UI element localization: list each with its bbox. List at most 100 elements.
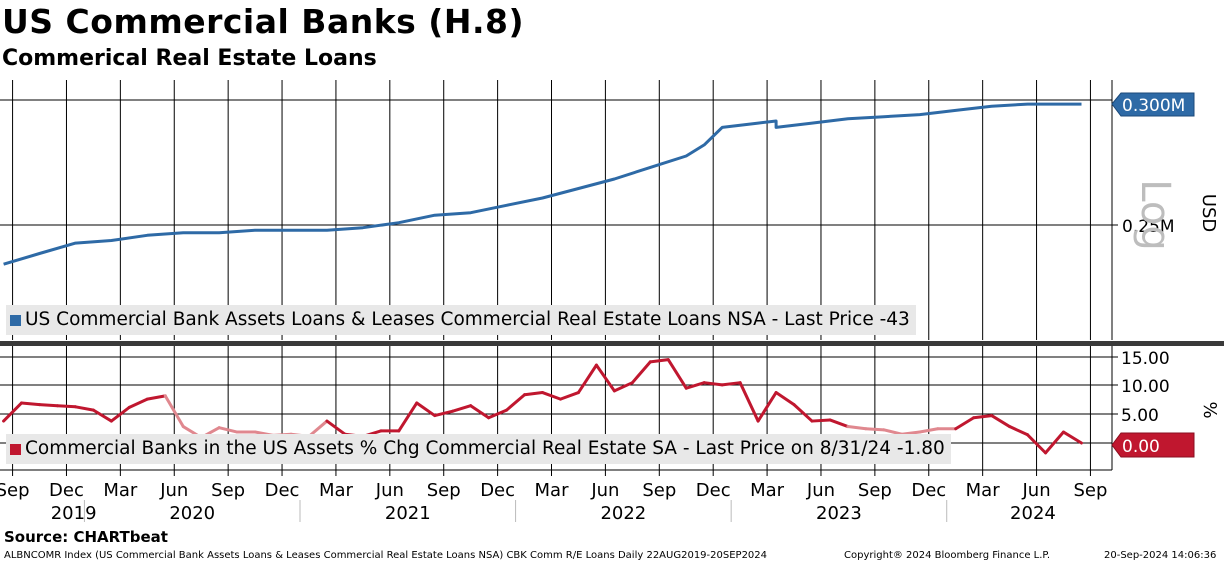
x-year-label: 2021 [385, 503, 431, 524]
lower-series-segment [38, 403, 59, 408]
upper-axis-unit: USD [1198, 194, 1219, 232]
lower-series-segment [702, 381, 724, 387]
x-month-label: Mar [966, 480, 1001, 501]
lower-series-segment [630, 360, 652, 385]
log-scale-watermark: Log [1132, 179, 1178, 250]
lower-series-segment [756, 391, 778, 423]
lower-series-segment [20, 401, 42, 407]
lower-series-segment [576, 363, 598, 395]
lower-series-segment [109, 405, 131, 423]
x-month-label: Dec [696, 480, 731, 501]
footer-index-info: ALBNCOMR Index (US Commercial Bank Asset… [4, 550, 768, 561]
x-month-label: Sep [858, 480, 892, 501]
x-month-label: Mar [535, 480, 570, 501]
lower-series-segment [433, 409, 455, 418]
lower-series-segment [792, 403, 814, 423]
x-month-label: Dec [911, 480, 946, 501]
x-month-label: Dec [265, 480, 300, 501]
lower-series-segment [163, 394, 185, 429]
x-month-label: Sep [0, 480, 30, 501]
footer-copyright: Copyright® 2024 Bloomberg Finance L.P. [844, 550, 1051, 561]
upper-last-value-label: 0.300M [1122, 96, 1185, 116]
lower-series-segment [505, 393, 527, 412]
lower-legend-label: Commercial Banks in the US Assets % Chg … [25, 438, 945, 459]
lower-series-segment [1008, 425, 1030, 437]
lower-series-segment [774, 391, 796, 407]
lower-series-segment [720, 381, 742, 387]
x-month-label: Dec [49, 480, 84, 501]
x-month-label: Jun [1021, 480, 1050, 501]
lower-series-segment [882, 428, 904, 436]
lower-last-value-label: 0.00 [1122, 437, 1160, 457]
x-year-label: 2019 [51, 503, 97, 524]
x-month-label: Dec [480, 480, 515, 501]
x-year-label: 2023 [816, 503, 862, 524]
x-year-label: 2020 [169, 503, 215, 524]
lower-series-segment [325, 419, 347, 436]
x-month-label: Jun [375, 480, 404, 501]
lower-series-segment [523, 391, 545, 397]
lower-series-segment [91, 408, 113, 423]
x-month-label: Jun [159, 480, 188, 501]
chart-title: US Commercial Banks (H.8) [2, 2, 525, 41]
lower-series-segment [397, 401, 419, 433]
source-label: Source: CHARTbeat [4, 528, 168, 546]
lower-series-segment [541, 391, 562, 401]
lower-ytick-label: 10.00 [1121, 377, 1170, 397]
lower-series-segment [1026, 433, 1048, 455]
upper-last-value-tag [1111, 92, 1195, 117]
x-month-label: Mar [103, 480, 138, 501]
lower-series-segment [487, 408, 509, 420]
lower-series-segment [864, 427, 886, 432]
upper-ytick-label: 0.25M [1122, 217, 1175, 237]
lower-series-segment [451, 404, 473, 413]
lower-ytick-label: 15.00 [1121, 349, 1170, 369]
x-month-label: Sep [1073, 480, 1107, 501]
x-month-label: Mar [319, 480, 354, 501]
lower-series-segment [954, 416, 976, 431]
lower-series-segment [810, 418, 832, 423]
lower-series-segment [990, 414, 1012, 429]
lower-series-segment [469, 404, 491, 420]
lower-series-segment [415, 401, 437, 418]
panel-divider [0, 341, 1224, 346]
lower-legend-swatch [10, 444, 21, 455]
lower-series-segment [1061, 430, 1083, 445]
upper-legend-swatch [10, 315, 21, 326]
lower-series-segment [55, 404, 77, 409]
lower-legend: Commercial Banks in the US Assets % Chg … [6, 434, 951, 464]
lower-ytick-label: 5.00 [1121, 406, 1159, 426]
lower-series-segment [684, 381, 706, 390]
lower-series-segment [73, 405, 95, 412]
x-year-label: 2024 [1010, 503, 1056, 524]
lower-series-segment [127, 397, 149, 409]
x-year-label: 2022 [600, 503, 646, 524]
x-month-label: Sep [427, 480, 461, 501]
x-month-label: Jun [806, 480, 835, 501]
lower-series-segment [1044, 430, 1065, 455]
lower-series-segment [666, 358, 688, 390]
lower-series-segment [738, 381, 760, 423]
lower-series-segment [612, 381, 634, 393]
lower-series-segment [558, 391, 580, 401]
lower-last-value-tag [1111, 432, 1195, 458]
footer-timestamp: 20-Sep-2024 14:06:36 [1104, 550, 1217, 561]
lower-series-segment [2, 401, 24, 423]
lower-series-segment [217, 426, 239, 434]
lower-series-segment [648, 358, 670, 364]
lower-series-segment [594, 363, 616, 393]
lower-series-segment [972, 414, 994, 420]
x-month-label: Sep [642, 480, 676, 501]
upper-legend: US Commercial Bank Assets Loans & Leases… [6, 305, 916, 335]
upper-legend-label: US Commercial Bank Assets Loans & Leases… [25, 309, 910, 330]
lower-series-segment [900, 430, 922, 436]
lower-series-segment [918, 427, 940, 434]
chart-subtitle: Commerical Real Estate Loans [2, 46, 377, 71]
upper-series-line [3, 102, 1082, 266]
lower-series-segment [828, 418, 850, 429]
lower-axis-unit: % [1199, 401, 1220, 418]
x-month-label: Jun [590, 480, 619, 501]
x-month-label: Mar [750, 480, 785, 501]
lower-series-segment [145, 394, 167, 401]
